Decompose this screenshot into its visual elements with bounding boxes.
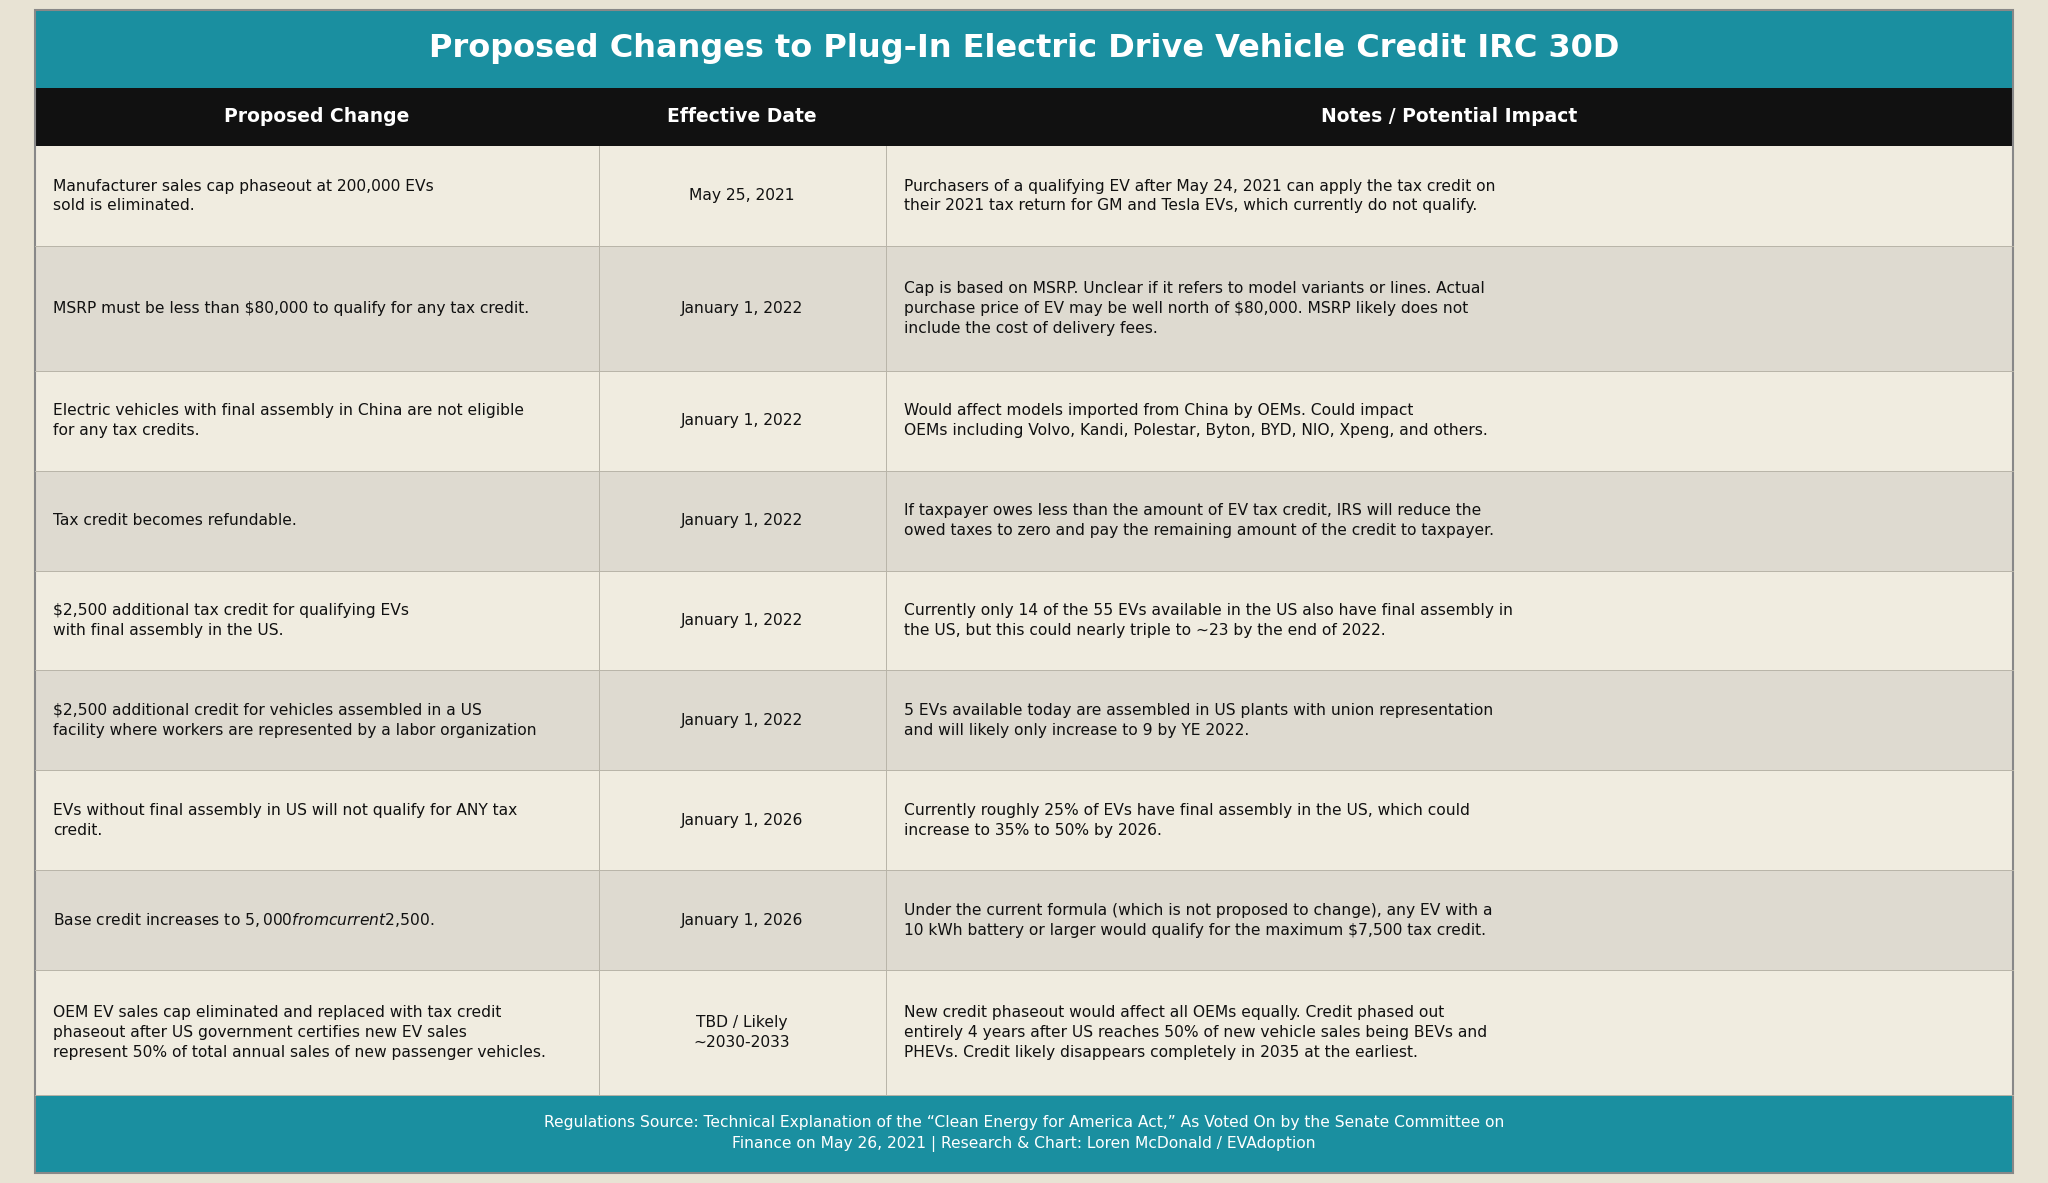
Text: January 1, 2022: January 1, 2022 [682,513,803,528]
Bar [35,970,2013,1095]
Text: Would affect models imported from China by OEMs. Could impact
OEMs including Vol: Would affect models imported from China … [903,403,1487,438]
Bar [35,1095,2013,1174]
Bar [35,671,2013,770]
Bar [35,370,2013,471]
Text: Manufacturer sales cap phaseout at 200,000 EVs
sold is eliminated.: Manufacturer sales cap phaseout at 200,0… [53,179,434,213]
Text: EVs without final assembly in US will not qualify for ANY tax
credit.: EVs without final assembly in US will no… [53,803,518,838]
Text: January 1, 2022: January 1, 2022 [682,613,803,628]
Bar [35,871,2013,970]
Text: Regulations Source: Technical Explanation of the “Clean Energy for America Act,”: Regulations Source: Technical Explanatio… [545,1116,1503,1152]
Text: January 1, 2026: January 1, 2026 [680,813,803,828]
Text: New credit phaseout would affect all OEMs equally. Credit phased out
entirely 4 : New credit phaseout would affect all OEM… [903,1006,1487,1060]
Text: Currently roughly 25% of EVs have final assembly in the US, which could
increase: Currently roughly 25% of EVs have final … [903,803,1468,838]
Text: Effective Date: Effective Date [668,108,817,127]
Bar [35,146,2013,246]
Bar [35,88,2013,146]
Text: Proposed Change: Proposed Change [223,108,410,127]
Text: Proposed Changes to Plug-In Electric Drive Vehicle Credit IRC 30D: Proposed Changes to Plug-In Electric Dri… [428,33,1620,65]
Text: Purchasers of a qualifying EV after May 24, 2021 can apply the tax credit on
the: Purchasers of a qualifying EV after May … [903,179,1495,213]
Bar [35,9,2013,88]
Text: $2,500 additional credit for vehicles assembled in a US
facility where workers a: $2,500 additional credit for vehicles as… [53,703,537,738]
Text: January 1, 2022: January 1, 2022 [682,413,803,428]
Text: MSRP must be less than $80,000 to qualify for any tax credit.: MSRP must be less than $80,000 to qualif… [53,300,528,316]
Text: If taxpayer owes less than the amount of EV tax credit, IRS will reduce the
owed: If taxpayer owes less than the amount of… [903,503,1493,538]
Text: Tax credit becomes refundable.: Tax credit becomes refundable. [53,513,297,528]
Bar [35,570,2013,671]
Text: Under the current formula (which is not proposed to change), any EV with a
10 kW: Under the current formula (which is not … [903,903,1493,938]
Text: May 25, 2021: May 25, 2021 [690,188,795,203]
Text: 5 EVs available today are assembled in US plants with union representation
and w: 5 EVs available today are assembled in U… [903,703,1493,738]
Bar [35,471,2013,570]
Bar [35,246,2013,370]
Text: TBD / Likely
~2030-2033: TBD / Likely ~2030-2033 [694,1015,791,1051]
Text: $2,500 additional tax credit for qualifying EVs
with final assembly in the US.: $2,500 additional tax credit for qualify… [53,603,410,638]
Text: Base credit increases to $5,000 from current $2,500.: Base credit increases to $5,000 from cur… [53,911,434,929]
Text: Electric vehicles with final assembly in China are not eligible
for any tax cred: Electric vehicles with final assembly in… [53,403,524,438]
Bar [35,770,2013,871]
Text: January 1, 2026: January 1, 2026 [680,912,803,927]
Text: January 1, 2022: January 1, 2022 [682,300,803,316]
Text: January 1, 2022: January 1, 2022 [682,713,803,728]
Text: Currently only 14 of the 55 EVs available in the US also have final assembly in
: Currently only 14 of the 55 EVs availabl… [903,603,1513,638]
Text: OEM EV sales cap eliminated and replaced with tax credit
phaseout after US gover: OEM EV sales cap eliminated and replaced… [53,1006,547,1060]
Text: Cap is based on MSRP. Unclear if it refers to model variants or lines. Actual
pu: Cap is based on MSRP. Unclear if it refe… [903,282,1485,336]
Text: Notes / Potential Impact: Notes / Potential Impact [1321,108,1577,127]
